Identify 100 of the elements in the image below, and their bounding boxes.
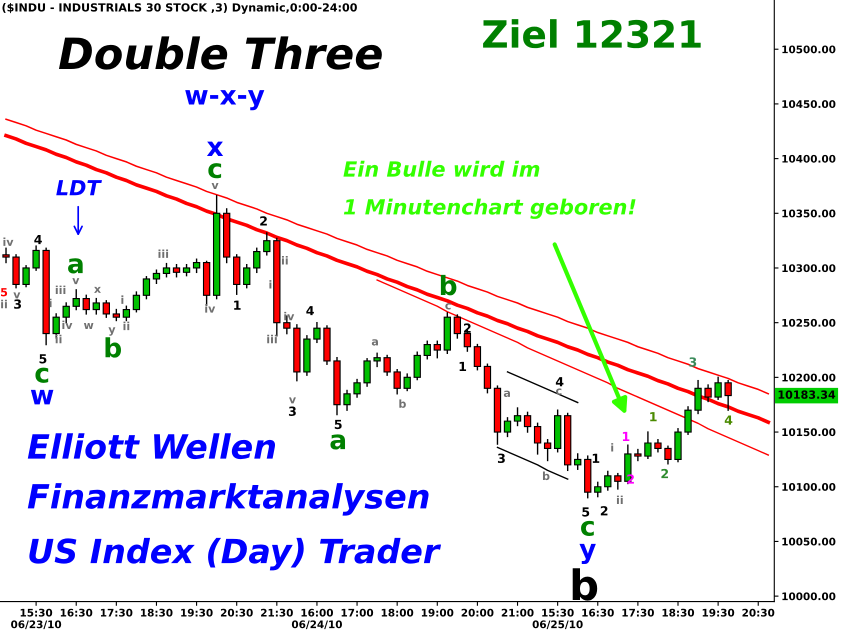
candlestick [343,390,351,411]
candlestick [484,364,492,394]
annotation: x [94,286,101,293]
annotation: b [572,568,598,601]
annotation: w [84,322,94,330]
annotation: c [445,303,451,310]
annotation: iv [284,312,294,320]
annotation: c [35,368,48,383]
annotation: v [13,292,20,298]
y-tick-label: 10350.00 [782,210,836,218]
candlestick [172,264,180,278]
annotation: v [212,182,218,190]
annotation: LDT [56,180,102,196]
annotation: Ein Bulle wird im [343,160,540,177]
annotation: x [206,142,224,156]
candlestick [414,352,421,380]
annotation: 2 [661,468,668,478]
annotation: 1 Minutenchart geboren! [344,198,636,219]
annotation: 5 [40,354,46,364]
candlestick [614,472,622,490]
x-tick-label: 21:00 [502,608,534,617]
annotation: 4 [34,234,42,244]
candlestick [404,373,411,392]
candlestick [363,358,371,387]
candlestick [434,340,441,358]
candlestick [263,232,270,256]
candlestick [424,340,431,360]
annotation: a [68,258,83,274]
annotation: i [50,298,52,308]
annotation: 1 [460,362,466,371]
y-tick-label: 10150.00 [782,428,836,436]
annotation: ($INDU - INDUSTRIALS 30 STOCK ,3) Dynamic,0:00-24:00 [2,3,357,14]
y-tick-label: 10300.00 [782,264,836,272]
candlestick [32,245,40,271]
candlestick [544,439,552,462]
annotation: 1 [622,432,630,441]
annotation: b [542,472,550,480]
annotation: 5 [334,420,342,430]
candlestick [664,446,672,464]
annotation: Ziel 12321 [483,19,701,48]
y-tick-label: 10050.00 [782,538,836,546]
x-tick-label: 20:30 [742,608,774,617]
annotation: 3 [498,454,505,464]
x-tick-label: 20:00 [462,608,494,617]
annotation: ii [616,496,623,504]
annotation: 4 [306,306,314,316]
annotation: iii [56,286,66,294]
x-tick-label: 16:30 [582,608,614,617]
candlestick [72,289,80,310]
candlestick [142,276,150,300]
x-tick-label: 19:00 [422,608,454,617]
x-tick-label: 20:30 [220,608,253,617]
annotation: 3 [14,299,22,309]
annotation: b [106,337,121,358]
candlestick [132,291,140,312]
y-tick-label: 10400.00 [782,154,836,163]
candlestick [394,369,401,394]
candlestick [243,264,250,288]
annotation: 1 [592,454,600,463]
annotation: a [330,434,346,450]
candlestick [112,308,120,322]
annotation: 4 [724,415,732,425]
annotation: Elliott Wellen [28,433,276,460]
x-tick-label: 15:30 06/23/10 [11,608,62,630]
annotation: ii [282,256,288,264]
annotation: b [399,399,406,408]
candlestick [162,262,170,278]
x-tick-label: 16:30 [60,608,92,617]
annotation: 1 [650,412,657,422]
annotation: c [581,520,594,536]
annotation: i [269,280,272,289]
candlestick [2,248,10,264]
candlestick [102,300,110,318]
candlestick [644,431,652,460]
annotation: iii [158,249,168,258]
x-tick-label: 17:30 [100,608,132,617]
annotation: iv [205,304,216,313]
candlestick [92,298,100,315]
candlestick [313,322,321,344]
x-tick-label: 17:30 [622,608,654,617]
candlestick [454,314,462,339]
x-tick-label: 19:30 [702,608,734,617]
annotation: ii [56,334,62,344]
candlestick [474,344,482,370]
candlestick [634,448,642,462]
candlestick [353,378,361,398]
candlestick [694,380,702,414]
candlestick [684,406,692,435]
candlestick [383,354,391,376]
candlestick [192,258,200,274]
text: w-x-y [185,90,264,110]
annotation: 2 [600,506,608,516]
candlestick [604,470,612,491]
x-tick-label: 21:30 [261,608,293,617]
annotation: ii [124,322,130,330]
y-tick-label: 10450.00 [782,100,836,108]
candlestick [654,439,662,452]
candlestick [82,294,90,315]
annotation: v [72,278,80,284]
x-tick-label: 17:00 [342,608,374,617]
